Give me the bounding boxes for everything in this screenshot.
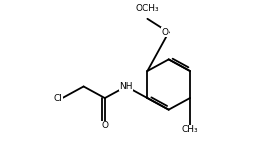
Text: Cl: Cl: [54, 94, 62, 103]
Text: OCH₃: OCH₃: [136, 4, 159, 13]
Text: NH: NH: [119, 82, 133, 91]
Text: O: O: [162, 28, 169, 37]
Text: O: O: [101, 121, 108, 130]
Text: CH₃: CH₃: [182, 125, 198, 134]
